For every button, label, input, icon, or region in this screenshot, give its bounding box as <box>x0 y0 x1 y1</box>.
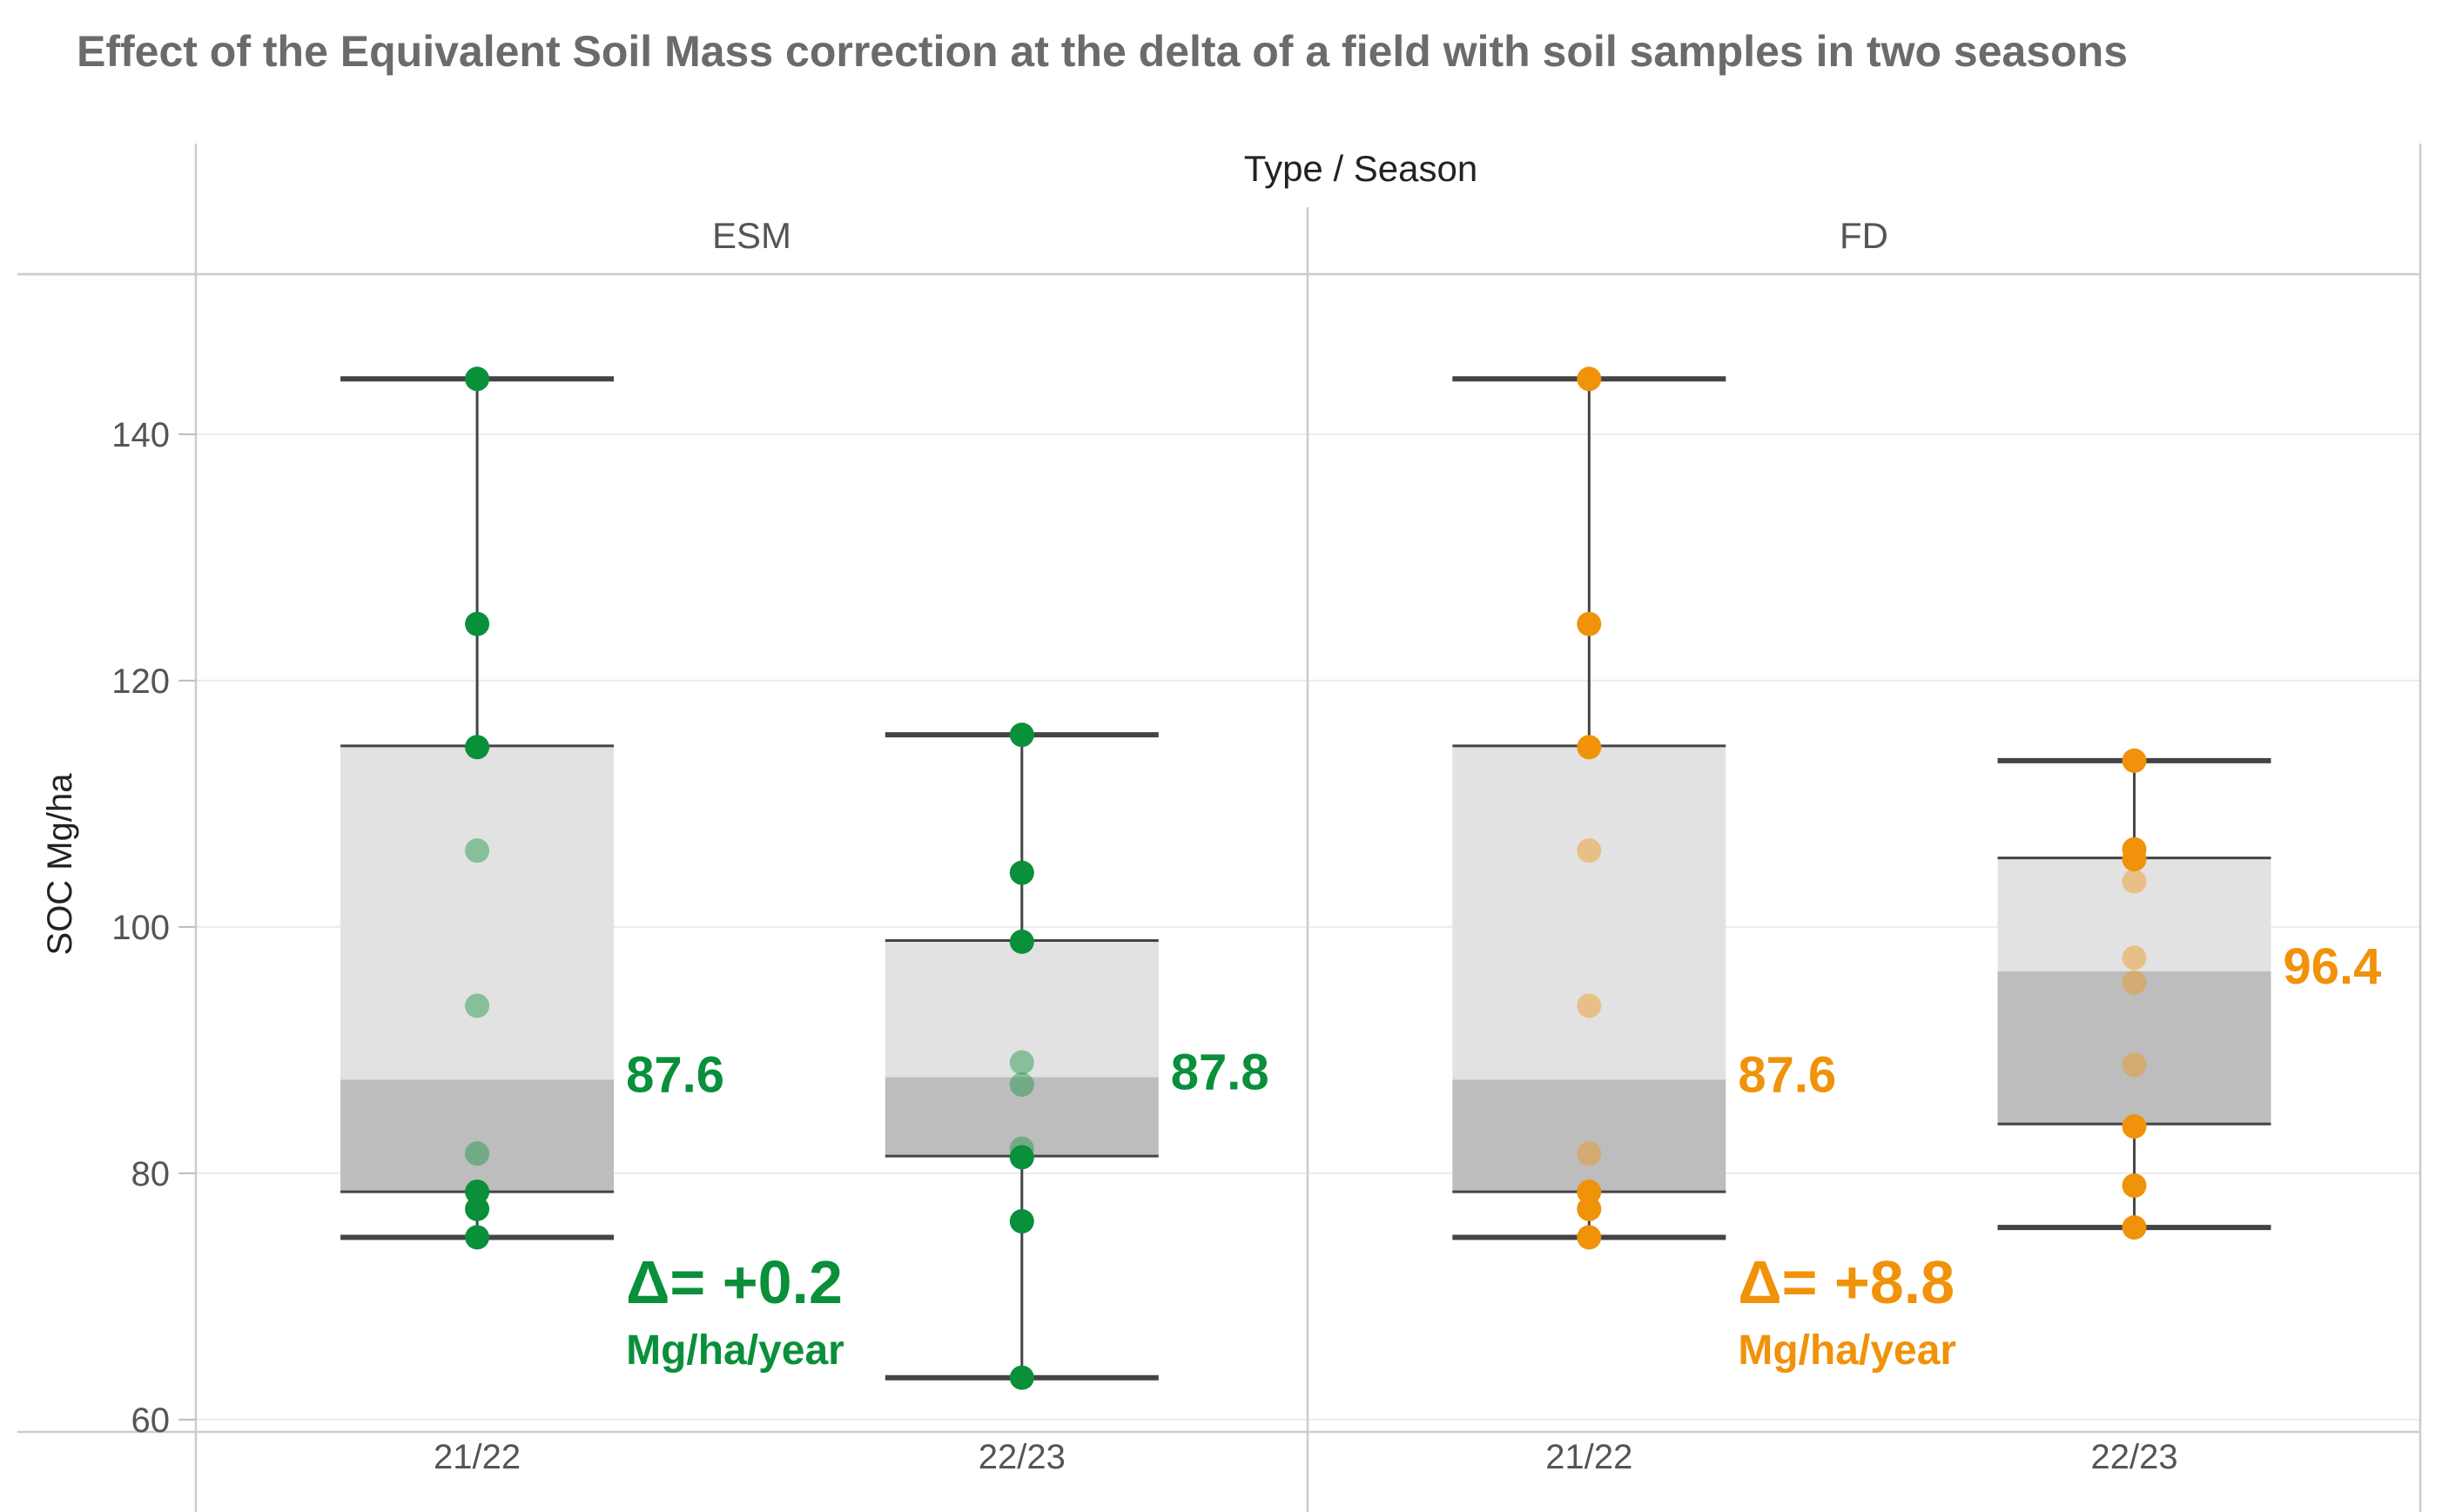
y-tick-label: 100 <box>111 909 170 947</box>
box-upper <box>885 940 1159 1078</box>
box-21-22: 87.6 21/22 <box>340 366 724 1476</box>
median-label: 87.8 <box>1171 1045 1269 1101</box>
box-upper <box>1452 745 1726 1080</box>
data-point <box>465 1225 490 1250</box>
delta-unit-label: Mg/ha/year <box>626 1327 844 1374</box>
data-point <box>1009 1209 1034 1234</box>
box-upper <box>340 745 615 1080</box>
panel-frames <box>17 144 2422 1512</box>
data-point <box>2122 748 2147 773</box>
chart-title: Effect of the Equivalent Soil Mass corre… <box>77 27 2128 76</box>
box-lower <box>1452 1079 1726 1193</box>
data-point <box>1577 735 1602 760</box>
y-tick-label: 80 <box>131 1155 171 1193</box>
facet-header: Type / Season <box>1244 148 1478 189</box>
data-point <box>1009 722 1034 748</box>
median-label: 96.4 <box>2284 938 2382 995</box>
data-point <box>1577 993 1602 1018</box>
y-tick-label: 60 <box>131 1401 171 1440</box>
facet-label: ESM <box>712 215 791 256</box>
y-tick-label: 120 <box>111 662 170 701</box>
data-point <box>1577 1141 1602 1166</box>
data-point <box>1009 1072 1034 1097</box>
box-22-23: 96.4 22/23 <box>1997 748 2382 1476</box>
data-point <box>1009 860 1034 885</box>
data-point <box>465 735 490 760</box>
data-point <box>1577 1225 1602 1250</box>
x-tick-label: 21/22 <box>434 1438 521 1476</box>
data-point <box>2122 945 2147 971</box>
box-lower <box>885 1077 1159 1157</box>
facet-esm: ESM 87.6 21/22 87.8 22/23 Δ= +0.2 Mg/ha/year <box>340 215 1269 1476</box>
box-22-23: 87.8 22/23 <box>885 722 1269 1476</box>
median-label: 87.6 <box>1738 1046 1836 1103</box>
data-point <box>1577 1196 1602 1221</box>
data-point <box>1577 366 1602 392</box>
facet-fd: FD 87.6 21/22 96.4 22/23 Δ= +8.8 Mg/ha/year <box>1452 215 2381 1476</box>
delta-label: Δ= +0.2 <box>626 1248 843 1316</box>
data-point <box>1009 1365 1034 1390</box>
data-point <box>2122 869 2147 894</box>
x-tick-label: 22/23 <box>979 1438 1066 1476</box>
data-point <box>2122 1173 2147 1199</box>
box-lower <box>1997 971 2271 1125</box>
delta-label: Δ= +8.8 <box>1738 1248 1954 1316</box>
delta-unit-label: Mg/ha/year <box>1738 1327 1956 1374</box>
x-tick-label: 22/23 <box>2090 1438 2177 1476</box>
data-point <box>1009 1050 1034 1075</box>
box-upper <box>1997 857 2271 971</box>
median-label: 87.6 <box>626 1046 724 1103</box>
data-point <box>2122 1114 2147 1139</box>
data-point <box>465 366 490 392</box>
y-axis-ticks: 60 80 100 120 140 <box>111 416 196 1440</box>
data-point <box>465 1179 490 1205</box>
data-point <box>465 1141 490 1166</box>
data-point <box>1577 1179 1602 1205</box>
data-point <box>2122 847 2147 872</box>
data-point <box>465 993 490 1018</box>
y-axis-label: SOC Mg/ha <box>41 773 79 956</box>
data-point <box>1577 611 1602 636</box>
data-point <box>1577 838 1602 864</box>
data-point <box>465 838 490 864</box>
facet-label: FD <box>1840 215 1888 256</box>
data-point <box>465 611 490 636</box>
y-tick-label: 140 <box>111 416 170 454</box>
box-lower <box>340 1079 615 1193</box>
x-tick-label: 21/22 <box>1545 1438 1632 1476</box>
data-point <box>1009 929 1034 954</box>
data-point <box>465 1196 490 1221</box>
data-point <box>2122 970 2147 995</box>
box-21-22: 87.6 21/22 <box>1452 366 1836 1476</box>
data-point <box>2122 1052 2147 1078</box>
data-point <box>1009 1145 1034 1170</box>
data-point <box>2122 1215 2147 1240</box>
